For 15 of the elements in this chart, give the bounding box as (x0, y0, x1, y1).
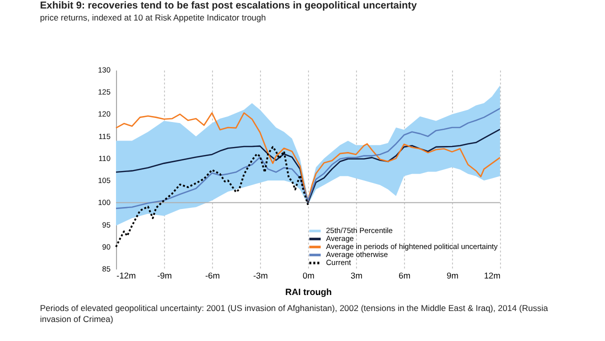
chart-title: Exhibit 9: recoveries tend to be fast post escalations in geopolitical uncertainty (40, 0, 418, 12)
x-tick-label: 3m (350, 270, 362, 280)
x-tick-label: 9m (446, 270, 458, 280)
x-axis-title: RAI trough (285, 287, 332, 297)
x-tick-label: -12m (116, 270, 136, 280)
x-tick-label: -3m (253, 270, 268, 280)
chart-subtitle: price returns, indexed at 10 at Risk Appetite Indicator trough (40, 12, 266, 22)
x-tick-label: -9m (157, 270, 172, 280)
line-series (115, 146, 309, 248)
line-series (115, 128, 501, 204)
x-tick-label: 6m (398, 270, 410, 280)
text: Periods of elevated geopolitical uncertainty: 2001 (US invasion of Afghanistan), 2002 (tensions in the Middle East & Iraq), 2014 (Russia invasion of Crimea) (40, 303, 549, 325)
x-tick-label: 0m (302, 270, 314, 280)
x-tick-label: -6m (205, 270, 220, 280)
x-tick-label: 12m (484, 270, 500, 280)
